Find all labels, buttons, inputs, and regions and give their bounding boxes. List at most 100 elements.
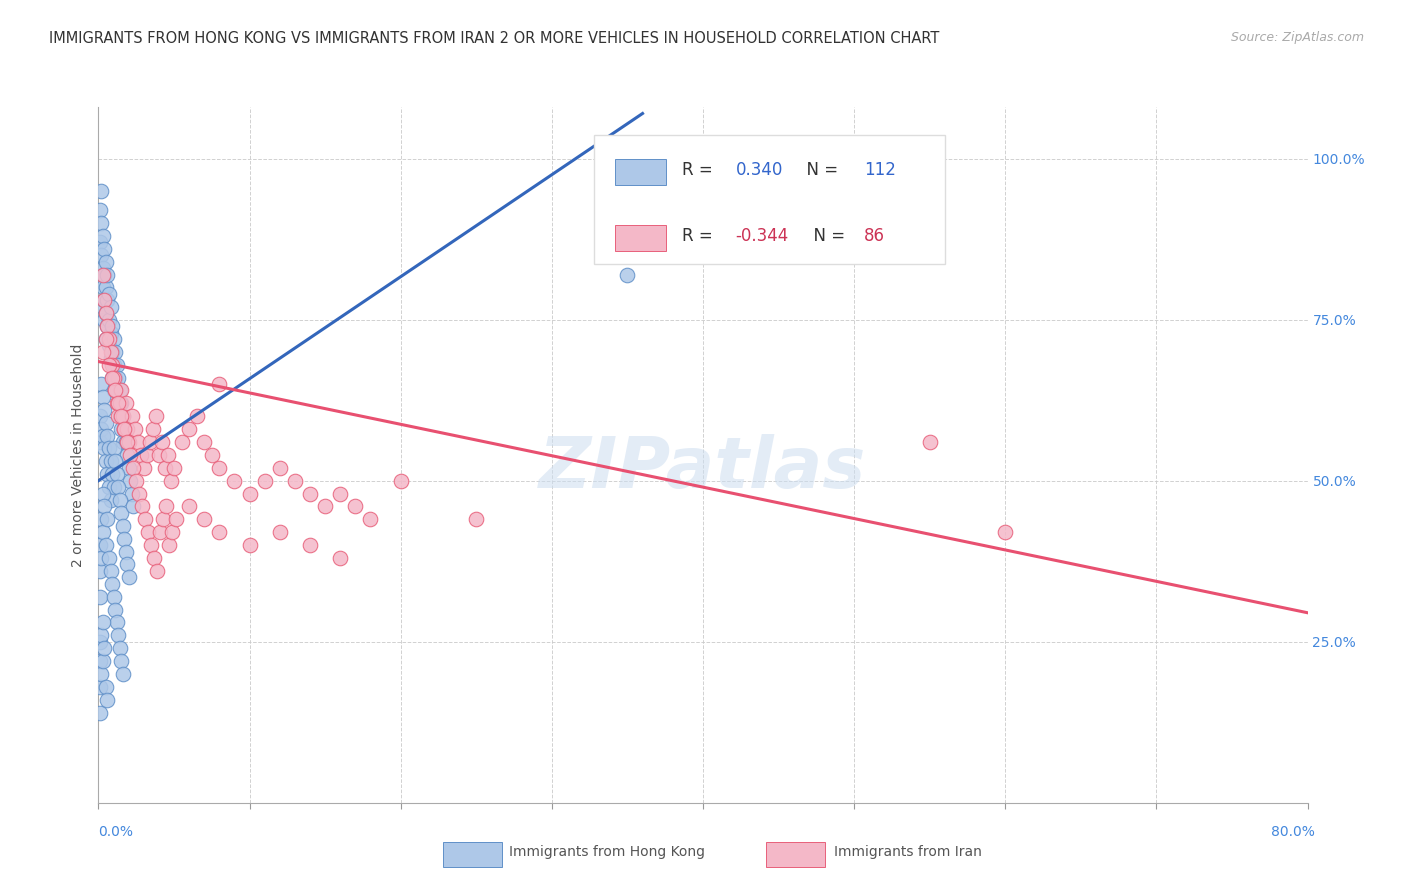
- Point: [110, 506, 132, 520]
- Point: [112, 422, 135, 436]
- Point: [93, 293, 115, 308]
- Point: [111, 409, 134, 424]
- Point: [105, 396, 128, 410]
- Point: [90, 248, 112, 262]
- Point: [994, 525, 1017, 540]
- Point: [152, 512, 174, 526]
- Point: [103, 358, 125, 372]
- Point: [98, 338, 121, 352]
- Point: [100, 493, 122, 508]
- Point: [344, 500, 367, 514]
- Point: [90, 512, 112, 526]
- Point: [93, 402, 115, 417]
- Point: [124, 422, 146, 436]
- Point: [94, 306, 117, 320]
- Point: [100, 454, 122, 468]
- Text: Immigrants from Hong Kong: Immigrants from Hong Kong: [509, 845, 704, 859]
- Point: [129, 448, 152, 462]
- Point: [160, 474, 183, 488]
- Point: [98, 551, 121, 566]
- Point: [201, 448, 224, 462]
- Point: [89, 435, 111, 450]
- Point: [104, 602, 127, 616]
- Point: [329, 486, 352, 500]
- Point: [918, 435, 941, 450]
- FancyBboxPatch shape: [614, 225, 665, 251]
- Point: [89, 706, 111, 720]
- Point: [104, 384, 127, 398]
- Point: [89, 634, 111, 648]
- Point: [91, 615, 114, 630]
- Text: Immigrants from Iran: Immigrants from Iran: [834, 845, 981, 859]
- Point: [107, 628, 129, 642]
- Point: [104, 454, 127, 468]
- Point: [108, 396, 131, 410]
- Point: [91, 344, 114, 359]
- Point: [91, 261, 114, 276]
- Text: 0.340: 0.340: [735, 161, 783, 179]
- Point: [94, 454, 117, 468]
- Point: [91, 280, 114, 294]
- Point: [91, 525, 114, 540]
- Point: [616, 268, 638, 282]
- Point: [239, 486, 262, 500]
- Point: [153, 460, 176, 475]
- Point: [107, 409, 129, 424]
- Point: [110, 409, 132, 424]
- Point: [93, 312, 115, 326]
- Point: [101, 358, 124, 372]
- Point: [269, 525, 291, 540]
- Point: [112, 422, 135, 436]
- Point: [112, 532, 135, 546]
- Text: N =: N =: [796, 161, 844, 179]
- Point: [208, 377, 231, 392]
- Text: 112: 112: [863, 161, 896, 179]
- Point: [170, 435, 193, 450]
- Point: [108, 493, 131, 508]
- Point: [118, 435, 141, 450]
- Point: [156, 448, 179, 462]
- Point: [110, 654, 132, 668]
- Point: [143, 551, 166, 566]
- Point: [136, 525, 159, 540]
- Text: 0.0%: 0.0%: [98, 825, 134, 839]
- Point: [98, 358, 121, 372]
- Point: [91, 300, 114, 314]
- Point: [118, 570, 141, 584]
- Point: [269, 460, 291, 475]
- Text: ZIPatlas: ZIPatlas: [540, 434, 866, 503]
- Point: [186, 409, 208, 424]
- Point: [105, 358, 128, 372]
- Point: [101, 576, 124, 591]
- Point: [112, 422, 135, 436]
- Point: [111, 667, 134, 681]
- Text: -0.344: -0.344: [735, 227, 789, 245]
- Point: [132, 460, 155, 475]
- Point: [100, 351, 122, 366]
- Point: [90, 216, 112, 230]
- Point: [145, 409, 167, 424]
- Point: [90, 628, 112, 642]
- Point: [239, 538, 262, 552]
- Point: [89, 680, 111, 694]
- Point: [91, 654, 114, 668]
- Text: N =: N =: [803, 227, 851, 245]
- Text: R =: R =: [682, 227, 718, 245]
- Text: R =: R =: [682, 161, 718, 179]
- Point: [96, 293, 118, 308]
- Point: [94, 538, 117, 552]
- Point: [107, 396, 129, 410]
- Point: [98, 286, 121, 301]
- Point: [96, 319, 118, 334]
- Point: [98, 480, 121, 494]
- Point: [149, 525, 172, 540]
- Text: Source: ZipAtlas.com: Source: ZipAtlas.com: [1230, 31, 1364, 45]
- Point: [103, 480, 125, 494]
- Point: [208, 525, 231, 540]
- Point: [120, 474, 142, 488]
- Point: [193, 435, 215, 450]
- Point: [105, 615, 128, 630]
- Point: [127, 435, 149, 450]
- Point: [148, 448, 170, 462]
- Point: [93, 268, 115, 282]
